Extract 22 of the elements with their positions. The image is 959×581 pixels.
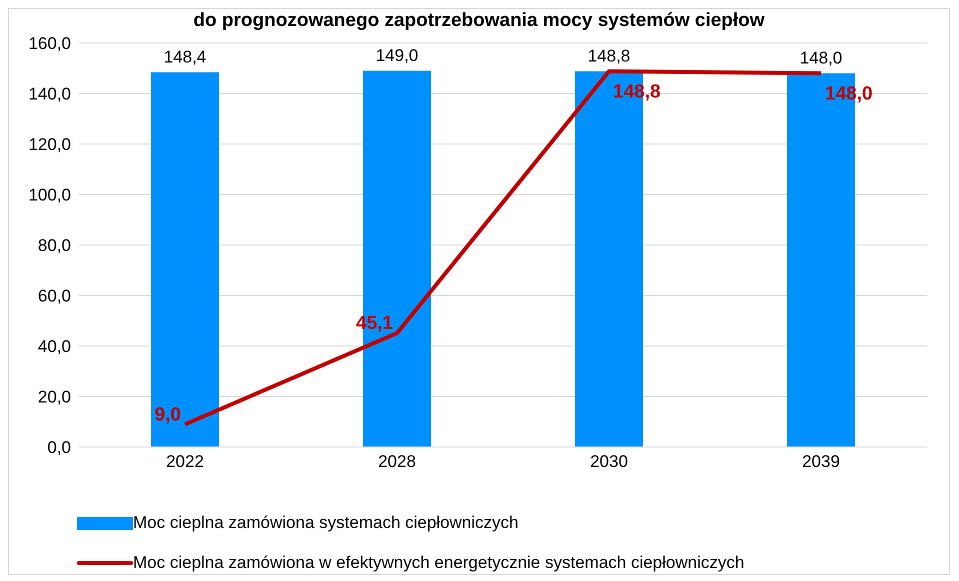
x-tick-label: 2028 (378, 452, 416, 472)
y-tick-label: 20,0 (38, 388, 71, 407)
legend-label: Moc cieplna zamówiona w efektywnych energetycznie systemach ciepłowniczych (133, 553, 744, 573)
data-label: 9,0 (154, 404, 181, 426)
legend-label: Moc cieplna zamówiona systemach ciepłowniczych (133, 513, 518, 533)
x-tick-label: 2030 (590, 452, 628, 472)
y-tick-label: 80,0 (38, 236, 71, 256)
y-tick-label: 40,0 (38, 337, 71, 356)
data-label: 148,8 (588, 46, 630, 66)
chart-title: do prognozowanego zapotrzebowania mocy systemów ciepłow (192, 9, 766, 33)
data-label: 148,0 (800, 48, 842, 68)
y-tick-label: 160,0 (28, 34, 71, 54)
x-tick-label: 2039 (802, 452, 840, 472)
data-label: 149,0 (376, 46, 418, 65)
y-tick-label: 60,0 (38, 286, 71, 306)
data-label: 148,4 (164, 47, 206, 66)
x-tick-label: 2022 (166, 452, 204, 472)
line-series (183, 69, 823, 426)
y-tick-label: 100,0 (28, 186, 71, 205)
y-tick-label: 0,0 (47, 438, 71, 458)
y-tick-label: 140,0 (28, 84, 71, 104)
y-tick-label: 120,0 (28, 135, 71, 154)
